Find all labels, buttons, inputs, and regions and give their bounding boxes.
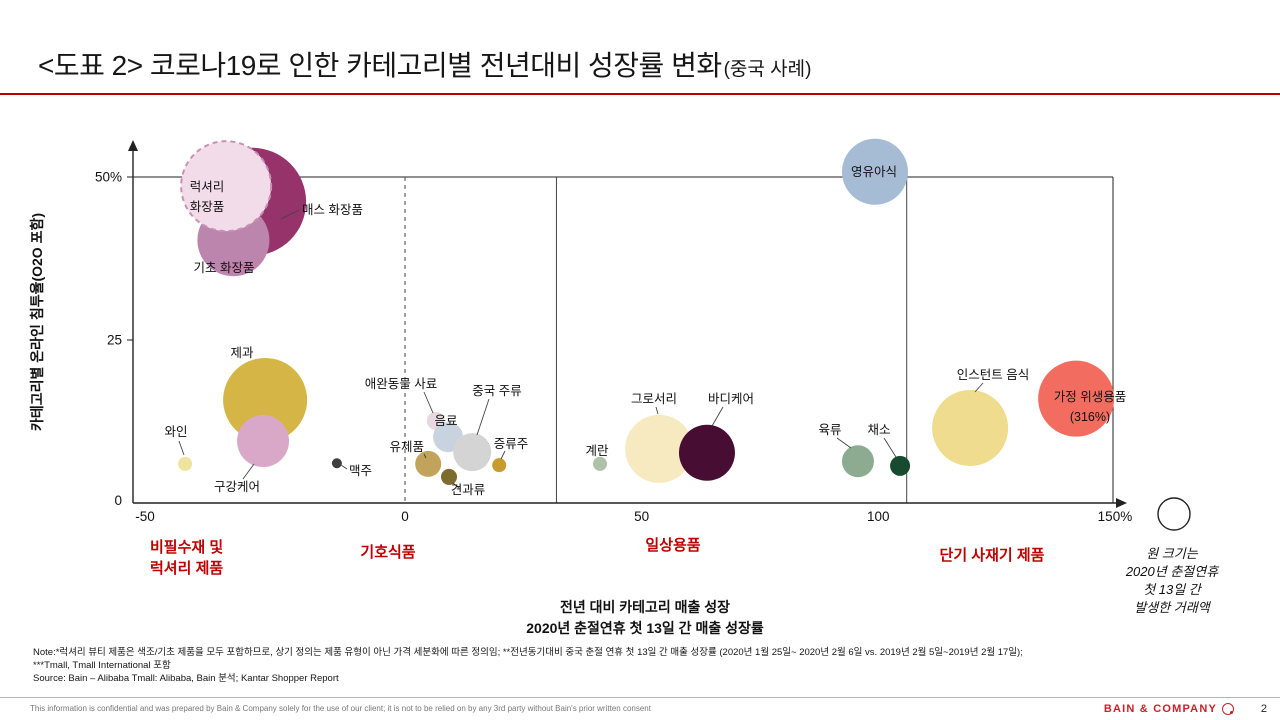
label-body-care: 바디케어 (708, 392, 754, 406)
source-line: Source: Bain – Alibaba Tmall: Alibaba, B… (33, 673, 339, 684)
legend-text: 첫 13일 간 (1143, 582, 1203, 597)
bain-logo: BAIN & COMPANY (1104, 703, 1234, 715)
bubble-oral-care (237, 415, 290, 468)
bubble-dairy (415, 450, 442, 477)
label-meat: 육류 (818, 423, 841, 437)
x-tick-label: 0 (401, 509, 409, 524)
y-tick-label: 0 (114, 493, 122, 508)
x-tick-label: 150% (1098, 509, 1133, 524)
label-oral-care: 구강케어 (214, 480, 260, 494)
bubble-beverage (433, 422, 464, 453)
note-line-2: ***Tmall, Tmall International 포함 (33, 660, 171, 671)
x-tick-label: -50 (135, 509, 155, 524)
label-baby-food: 영유아식 (851, 165, 897, 179)
legend-text: 발생한 거래액 (1134, 600, 1211, 615)
bubble-dried-nuts (441, 468, 458, 485)
segment-label-3: 일상용품 (645, 537, 700, 554)
y-tick-label: 25 (107, 333, 122, 348)
label-wine: 와인 (164, 425, 187, 439)
x-axis-title: 2020년 춘절연휴 첫 13일 간 매출 성장률 (526, 620, 764, 636)
segment-label-4: 단기 사재기 제품 (940, 547, 1045, 564)
page-title: <도표 2> 코로나19로 인한 카테고리별 전년대비 성장률 변화 (중국 사례… (38, 44, 811, 84)
segment-label-1: 비필수재 및 (150, 538, 223, 556)
leader-grocery (655, 406, 659, 415)
bubble-confectionery (223, 357, 308, 442)
segment-label-2: 기호식품 (360, 544, 415, 561)
label-instant-food: 인스턴트 음식 (957, 368, 1029, 382)
label-home-hygiene: 가정 위생용품 (1054, 390, 1126, 404)
leader-spirits (500, 450, 506, 460)
leader-body-care (711, 406, 724, 427)
label-spirits: 증류주 (494, 437, 529, 451)
footnotes: Note:*럭셔리 뷰티 제품은 색조/기초 제품을 모두 포함하므로, 상기 … (33, 646, 1253, 685)
leader-mass-cosmetics (280, 209, 300, 220)
leader-vegetables (883, 437, 897, 458)
y-tick-label: 50% (95, 170, 122, 185)
y-axis-arrow (128, 140, 138, 151)
bubble-chinese-liquor (453, 433, 492, 472)
bubble-mass-cosmetics (198, 147, 307, 256)
bubble-home-hygiene (1038, 360, 1115, 437)
label-beverage: 음료 (434, 414, 457, 428)
x-axis-arrow (1116, 498, 1127, 508)
bain-logo-mark (1222, 703, 1234, 715)
legend-text: 2020년 춘절연휴 (1125, 564, 1220, 579)
leader-instant-food (974, 382, 984, 393)
label-eggs: 계란 (585, 444, 609, 458)
bubble-luxury-cosmetics (180, 140, 273, 233)
footer: This information is confidential and was… (0, 697, 1280, 720)
y-axis-title: 카테고리별 온라인 침투율(O2O 포함) (29, 213, 45, 431)
bubble-vegetables (890, 455, 911, 476)
label-grocery: 그로서리 (631, 392, 677, 406)
bubble-eggs (592, 456, 607, 471)
legend-size-circle (1157, 497, 1191, 531)
label-luxury-cosmetics: 화장품 (190, 200, 225, 214)
label-pet-food: 애완동물 사료 (365, 377, 437, 391)
footer-disclaimer: This information is confidential and was… (30, 704, 651, 713)
bain-wordmark: BAIN & COMPANY (1103, 703, 1217, 715)
label-luxury-cosmetics: 럭셔리 (190, 180, 225, 194)
segment-label-1: 럭셔리 제품 (150, 559, 223, 577)
x-axis-title: 전년 대비 카테고리 매출 성장 (560, 599, 730, 615)
leader-dairy (423, 453, 427, 459)
bubble-basic-cosmetics (197, 204, 270, 277)
bubble-grocery (625, 414, 694, 483)
leader-wine (178, 440, 185, 456)
leader-meat (836, 437, 852, 449)
legend-text: 원 크기는 (1146, 546, 1198, 561)
label-basic-cosmetics: 기초 화장품 (194, 261, 255, 275)
bubble-meat (841, 445, 874, 478)
bubble-spirits (492, 458, 507, 473)
title-divider (0, 93, 1280, 95)
leader-dried-nuts (452, 482, 460, 489)
label-dairy: 유제품 (389, 440, 424, 454)
label-beer: 맥주 (349, 464, 372, 478)
note-line-1: Note:*럭셔리 뷰티 제품은 색조/기초 제품을 모두 포함하므로, 상기 … (33, 647, 1023, 658)
label-dried-nuts: 견과류 (451, 483, 486, 497)
leader-chinese-liquor (476, 398, 490, 436)
leader-beer (340, 464, 348, 470)
bubble-baby-food (841, 138, 908, 205)
bubble-instant-food (932, 390, 1009, 467)
label-home-hygiene: (316%) (1070, 410, 1110, 424)
label-mass-cosmetics: 매스 화장품 (302, 203, 363, 217)
x-tick-label: 100 (867, 509, 890, 524)
title-suffix: (중국 사례) (723, 59, 812, 80)
label-confectionery: 제과 (230, 346, 254, 360)
leader-oral-care (242, 463, 255, 480)
title-text: <도표 2> 코로나19로 인한 카테고리별 전년대비 성장률 변화 (38, 50, 722, 81)
bubble-beer (331, 458, 342, 469)
label-chinese-liquor: 중국 주류 (472, 384, 521, 398)
bubble-body-care (678, 424, 735, 481)
leader-pet-food (423, 391, 434, 414)
bubble-pet-food (426, 411, 445, 430)
label-vegetables: 채소 (867, 423, 890, 437)
page-number: 2 (1260, 703, 1267, 715)
x-tick-label: 50 (634, 509, 649, 524)
bubble-wine (178, 456, 193, 471)
